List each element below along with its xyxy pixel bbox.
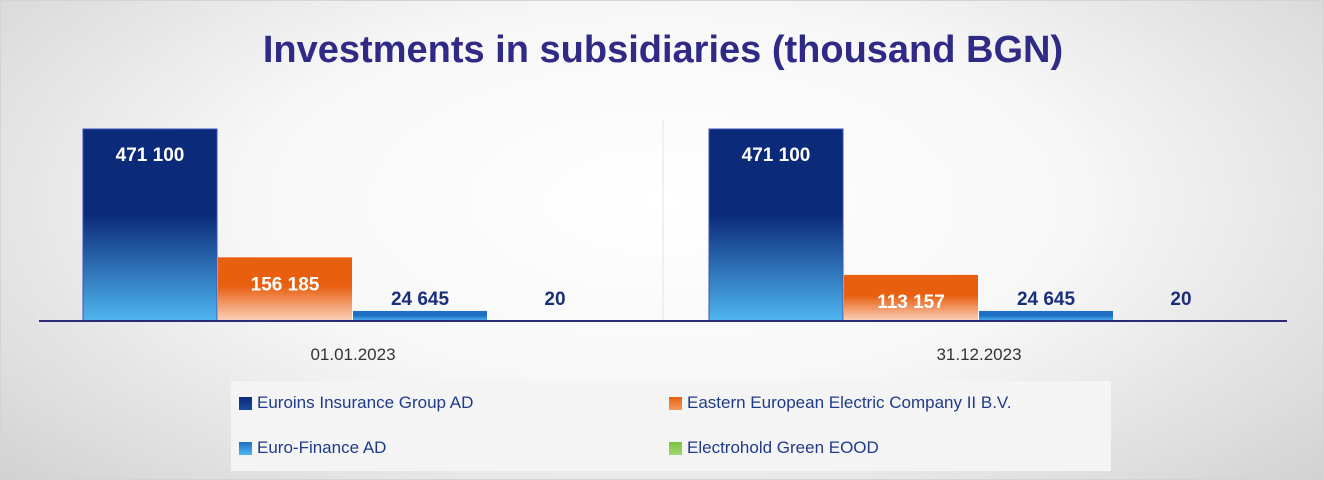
bar-eeec-1 [218, 257, 352, 321]
bar-euro-finance-1 [353, 310, 487, 321]
legend: Euroins Insurance Group AD Eastern Europ… [231, 381, 1111, 471]
bars-layer: 471 100 156 185 24 645 20 471 100 113 157 24 6… [82, 128, 1192, 322]
legend-label-euro-finance: Euro-Finance AD [257, 438, 387, 457]
data-label-eeec-2: 113 157 [877, 292, 945, 313]
data-label-euro-finance-1: 24 645 [391, 289, 450, 310]
data-label-euro-finance-2: 24 645 [1017, 289, 1076, 310]
x-tick-labels: 01.01.2023 31.12.2023 [310, 345, 1021, 364]
data-label-eeec-1: 156 185 [251, 274, 320, 295]
legend-item-eeec: Eastern European Electric Company II B.V… [669, 393, 1011, 413]
legend-swatch-euro-finance [239, 441, 252, 455]
legend-item-electrohold: Electrohold Green EOOD [669, 438, 879, 458]
x-tick-label-1: 01.01.2023 [310, 345, 395, 364]
legend-label-eeec: Eastern European Electric Company II B.V… [687, 393, 1012, 412]
legend-swatch-euroins [239, 396, 252, 410]
legend-label-euroins: Euroins Insurance Group AD [257, 393, 474, 412]
legend-label-electrohold: Electrohold Green EOOD [687, 438, 879, 457]
legend-item-euro-finance: Euro-Finance AD [239, 438, 386, 458]
data-label-euroins-2: 471 100 [742, 145, 811, 166]
bar-chart: 471 100 156 185 24 645 20 471 100 113 157 24 6… [38, 119, 1287, 364]
legend-item-euroins: Euroins Insurance Group AD [239, 393, 473, 413]
legend-swatch-electrohold [669, 441, 682, 455]
bar-eeec-2 [844, 274, 978, 321]
bar-euro-finance-2 [979, 310, 1113, 321]
data-label-euroins-1: 471 100 [116, 145, 185, 166]
chart-title: Investments in subsidiaries (thousand BG… [262, 29, 1064, 71]
legend-swatch-eeec [669, 396, 682, 410]
x-tick-label-2: 31.12.2023 [936, 345, 1021, 364]
data-label-electrohold-2: 20 [1170, 289, 1191, 310]
data-label-electrohold-1: 20 [544, 289, 565, 310]
